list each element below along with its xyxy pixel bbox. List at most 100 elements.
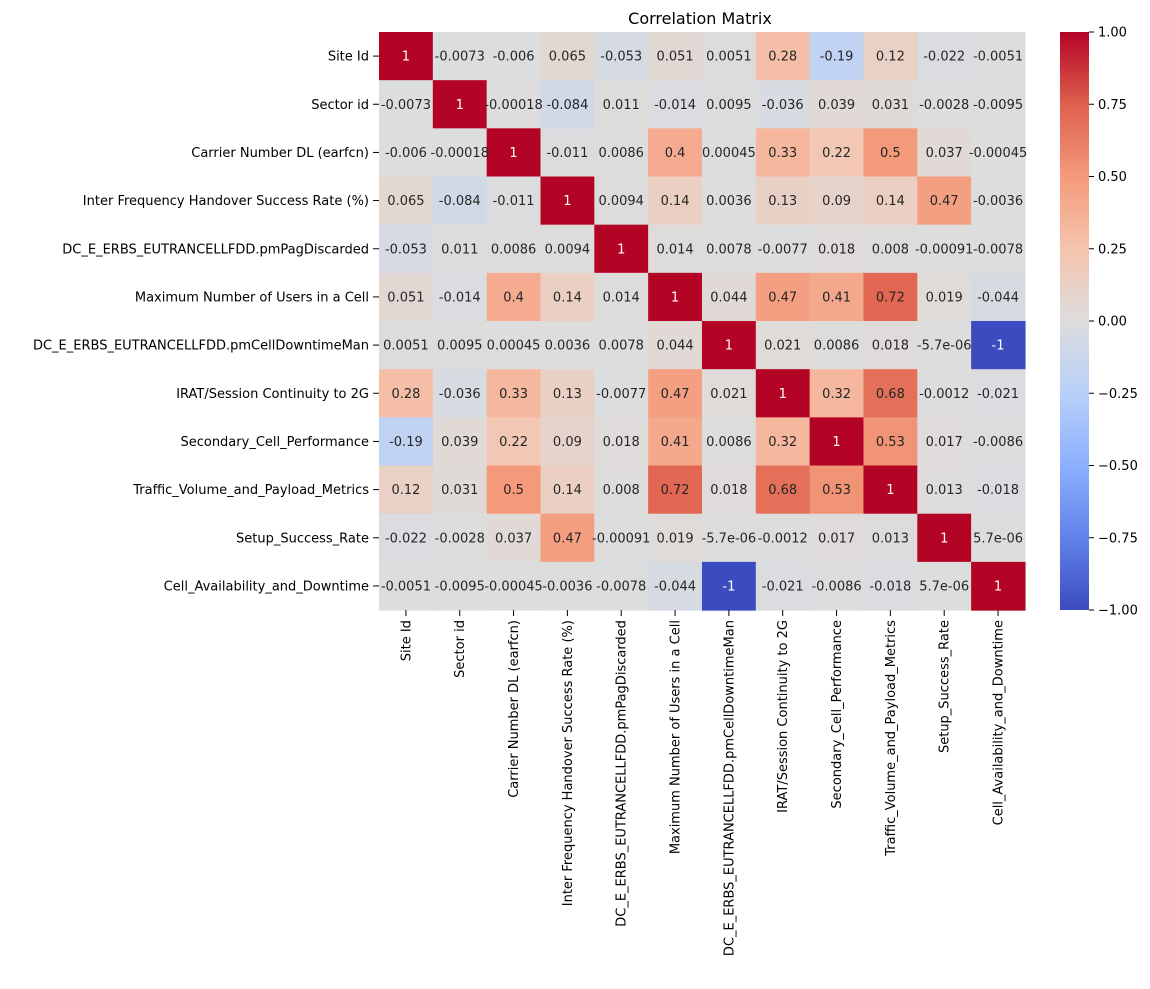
cell-annotation: -0.0086 <box>811 579 861 594</box>
column-label: Traffic_Volume_and_Payload_Metrics <box>884 620 899 857</box>
cell-annotation: 0.41 <box>661 435 690 450</box>
heatmap-cell <box>701 128 757 178</box>
heatmap-cell <box>917 32 972 81</box>
row-label: Maximum Number of Users in a Cell <box>135 290 369 305</box>
cell-annotation: 0.13 <box>553 387 582 402</box>
heatmap-cell <box>594 561 649 611</box>
cell-annotation: 0.22 <box>822 146 851 161</box>
cell-annotation: -0.0012 <box>758 531 808 546</box>
heatmap-cell <box>486 513 542 563</box>
cell-annotation: -0.011 <box>493 194 535 209</box>
heatmap-cell <box>755 561 811 611</box>
heatmap-cell <box>971 176 1026 226</box>
cell-annotation: 1 <box>509 146 517 161</box>
heatmap-cell <box>755 128 811 178</box>
column-label: Carrier Number DL (earfcn) <box>507 620 522 798</box>
heatmap-cell <box>755 272 811 322</box>
heatmap-cell <box>540 465 595 515</box>
heatmap-cell <box>809 513 865 563</box>
heatmap-cell <box>648 513 703 563</box>
heatmap-cell <box>540 513 595 563</box>
row-label: Sector id <box>311 98 369 113</box>
cell-annotation: -0.014 <box>439 290 481 305</box>
heatmap-cell <box>486 321 542 370</box>
heatmap-cell <box>863 465 918 515</box>
cell-annotation: 0.28 <box>768 50 797 65</box>
row-label: Traffic_Volume_and_Payload_Metrics <box>132 483 369 498</box>
heatmap-cell <box>486 272 542 322</box>
heatmap-cell <box>917 224 972 274</box>
heatmap-cell <box>917 465 972 515</box>
cell-annotation: 0.017 <box>926 435 963 450</box>
cell-annotation: -0.006 <box>385 146 427 161</box>
heatmap-cell <box>594 224 649 274</box>
heatmap-cell <box>379 32 434 81</box>
cell-annotation: 0.72 <box>876 290 905 305</box>
cell-annotation: -0.0078 <box>596 579 646 594</box>
heatmap-cell <box>971 224 1026 274</box>
heatmap-cell <box>701 176 757 226</box>
cell-annotation: 0.051 <box>387 290 424 305</box>
heatmap-cell <box>648 224 703 274</box>
chart-title: Correlation Matrix <box>628 9 772 28</box>
cell-annotation: 0.00045 <box>487 339 541 354</box>
heatmap-cell <box>540 80 595 129</box>
cell-annotation: 0.13 <box>768 194 797 209</box>
cell-annotation: 0.0036 <box>545 339 591 354</box>
heatmap-cell <box>540 32 595 81</box>
heatmap-cell <box>432 417 488 467</box>
cell-annotation: 0.008 <box>603 483 640 498</box>
heatmap-cell <box>486 32 542 81</box>
heatmap-cell <box>971 561 1026 611</box>
heatmap-cell <box>648 465 703 515</box>
heatmap-cell <box>863 224 918 274</box>
cell-annotation: 0.037 <box>926 146 963 161</box>
colorbar-tick-label: 0.25 <box>1098 242 1127 257</box>
heatmap-cell <box>809 80 865 129</box>
cell-annotation: 0.0094 <box>598 194 644 209</box>
heatmap-cell <box>432 321 488 370</box>
heatmap-cell <box>701 513 757 563</box>
heatmap-cell <box>432 80 488 129</box>
heatmap-cell <box>971 128 1026 178</box>
heatmap-cell <box>379 465 434 515</box>
heatmap-cell <box>755 80 811 129</box>
heatmap-cell <box>594 417 649 467</box>
cell-annotation: 0.008 <box>872 242 909 257</box>
heatmap-cell <box>379 561 434 611</box>
cell-annotation: -0.00045 <box>969 146 1027 161</box>
cell-annotation: 0.044 <box>656 339 693 354</box>
column-label: Site Id <box>399 620 414 661</box>
cell-annotation: 0.14 <box>553 483 582 498</box>
heatmap-cell <box>379 128 434 178</box>
cell-annotation: 0.019 <box>926 290 963 305</box>
row-label: Inter Frequency Handover Success Rate (%… <box>83 194 369 209</box>
cell-annotation: 0.018 <box>710 483 747 498</box>
heatmap-cell <box>755 32 811 81</box>
heatmap-cell <box>540 369 595 418</box>
heatmap-cell <box>701 80 757 129</box>
heatmap-cell <box>432 465 488 515</box>
cell-annotation: -0.0095 <box>435 579 485 594</box>
heatmap-cell <box>701 321 757 370</box>
heatmap-cell <box>379 513 434 563</box>
column-label: IRAT/Session Continuity to 2G <box>776 620 791 813</box>
cell-annotation: -0.021 <box>762 579 804 594</box>
heatmap-cell <box>432 369 488 418</box>
cell-annotation: 0.4 <box>665 146 686 161</box>
heatmap-cell <box>755 321 811 370</box>
heatmap-cell <box>432 224 488 274</box>
heatmap-cell <box>809 176 865 226</box>
cell-annotation: 0.47 <box>661 387 690 402</box>
cell-annotation: 1 <box>940 531 948 546</box>
cell-annotation: -0.00091 <box>592 531 650 546</box>
heatmap-cell <box>809 321 865 370</box>
cell-annotation: 0.47 <box>553 531 582 546</box>
heatmap-cell <box>486 80 542 129</box>
column-label: Sector id <box>453 620 468 678</box>
heatmap-cell <box>594 272 649 322</box>
column-label: Secondary_Cell_Performance <box>830 620 845 809</box>
heatmap-cell <box>917 321 972 370</box>
cell-annotation: 0.0051 <box>383 339 429 354</box>
cell-annotation: 0.0078 <box>598 339 644 354</box>
